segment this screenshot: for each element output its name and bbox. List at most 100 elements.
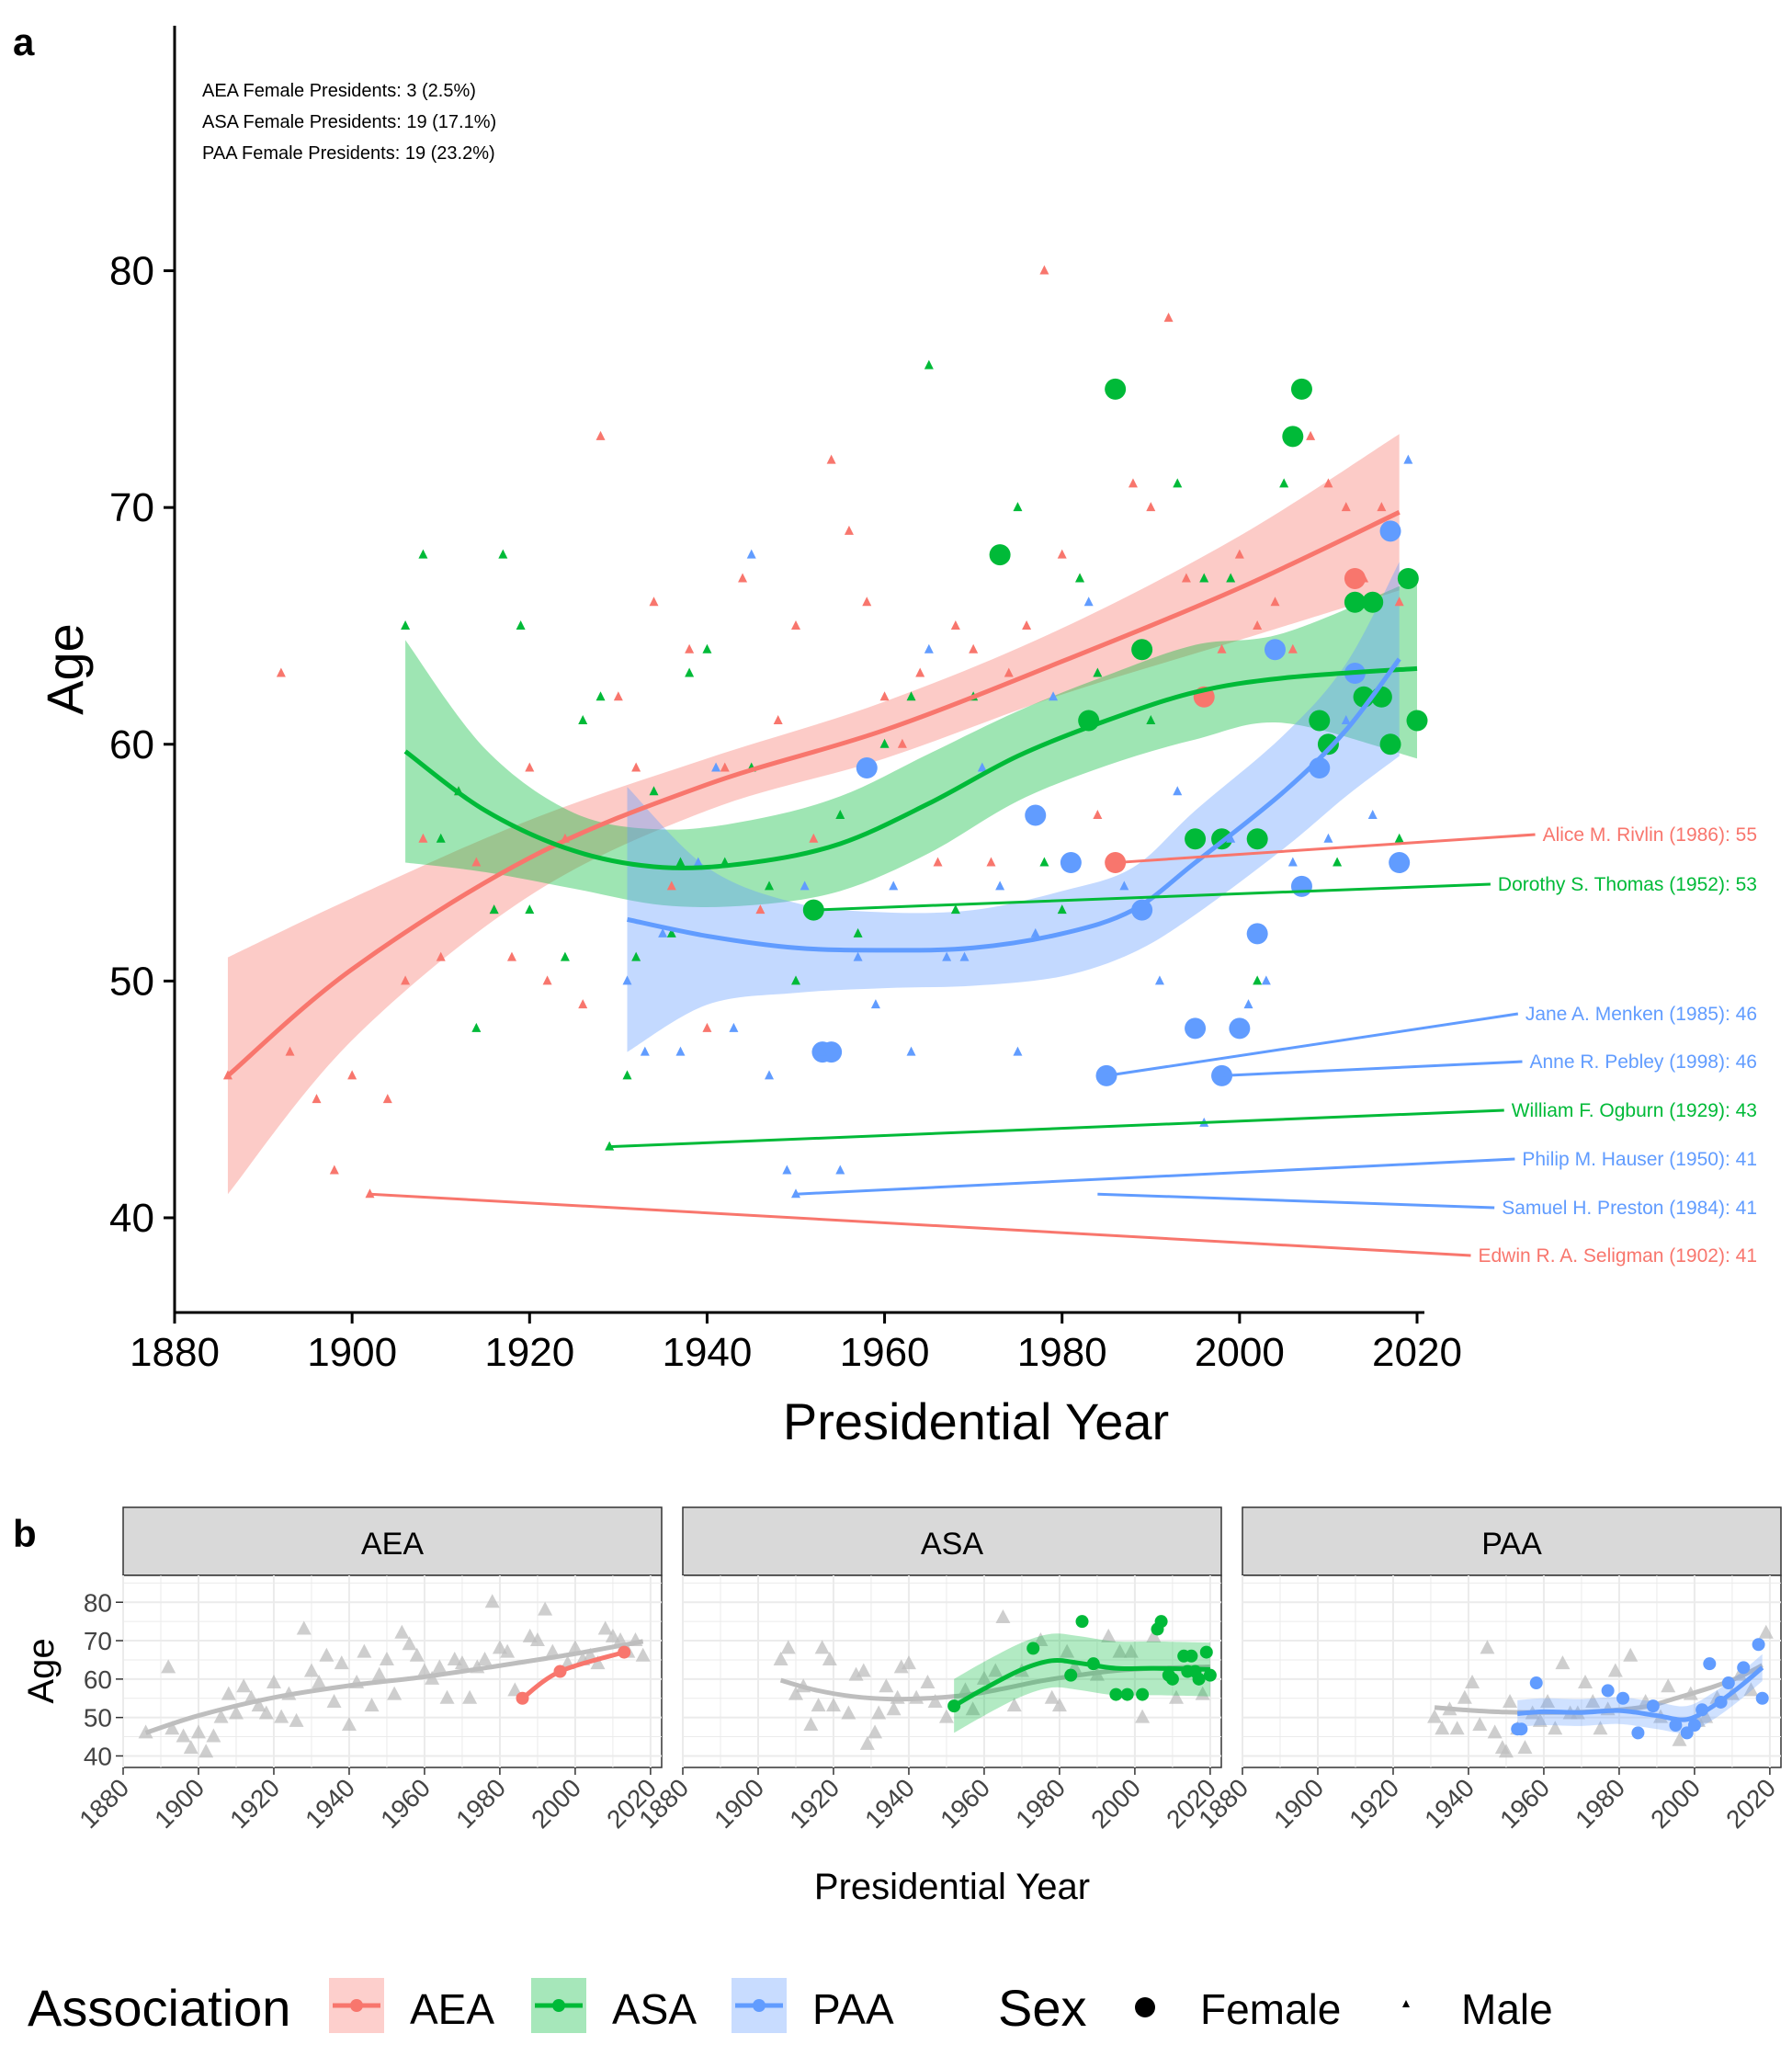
grey-male-point: [409, 1647, 425, 1662]
female-point-paa: [1131, 899, 1153, 921]
grey-male-point: [454, 1655, 470, 1670]
facet-grid-aea: [122, 1575, 662, 1767]
callout-label: Samuel H. Preston (1984): 41: [1502, 1198, 1757, 1219]
facet-female-point-paa: [1669, 1719, 1683, 1733]
male-point-asa: [1013, 502, 1023, 512]
grey-male-point: [859, 1735, 875, 1750]
grey-male-point: [879, 1678, 894, 1693]
grey-male-point: [976, 1670, 992, 1685]
grey-male-point: [1698, 1709, 1714, 1723]
grey-male-point: [274, 1709, 289, 1723]
male-point-paa: [995, 881, 1005, 891]
male-point-asa: [835, 810, 845, 820]
male-point-asa: [418, 549, 428, 559]
grey-male-point: [635, 1647, 651, 1662]
male-point-aea: [986, 857, 996, 867]
grey-male-point: [206, 1728, 221, 1743]
grey-male-point: [1585, 1693, 1601, 1708]
grey-male-point: [364, 1698, 380, 1712]
male-point-aea: [613, 691, 623, 701]
x-axis-ticks: 1880 1900 1920 1940 1960 1980 2000 2020: [130, 1312, 1462, 1375]
y-axis-title: Age: [36, 623, 94, 715]
male-point-aea: [595, 430, 606, 440]
grey-male-point: [379, 1651, 394, 1665]
grey-male-point: [1548, 1721, 1563, 1735]
male-point-asa: [401, 619, 411, 630]
grey-male-point: [258, 1705, 274, 1720]
male-point-paa: [906, 1046, 916, 1056]
facet-female-point-paa: [1721, 1676, 1735, 1690]
male-point-paa: [1323, 833, 1333, 843]
facet-xticks-asa: 1880 1900 1920 1940 1960 1980 2000 2020: [633, 1767, 1221, 1834]
male-point-asa: [649, 786, 659, 796]
grey-male-point: [605, 1628, 620, 1642]
y-tick-label: 80: [109, 249, 154, 294]
grey-male-point: [1123, 1643, 1139, 1658]
grey-male-point: [590, 1655, 606, 1670]
male-point-aea: [1359, 573, 1369, 583]
grey-male-point: [1623, 1647, 1639, 1662]
male-point-asa: [666, 927, 676, 937]
facet-female-point-aea: [516, 1691, 529, 1705]
annotation-asa-female: ASA Female Presidents: 19 (17.1%): [202, 112, 496, 132]
grey-male-point: [213, 1709, 229, 1723]
grey-male-point: [492, 1640, 507, 1654]
grey-male-point: [856, 1663, 871, 1677]
male-point-asa: [879, 738, 890, 748]
male-point-paa: [1287, 857, 1298, 867]
male-point-aea: [401, 975, 411, 985]
grey-male-point: [1101, 1628, 1117, 1642]
facet-female-point-asa: [1120, 1687, 1134, 1701]
male-point-paa: [889, 881, 899, 891]
male-point-aea: [755, 904, 766, 915]
male-point-paa: [693, 857, 703, 867]
facet-x-tick-label: 1960: [935, 1773, 995, 1834]
x-tick-label: 1900: [307, 1330, 397, 1375]
grey-male-point: [1457, 1689, 1472, 1704]
female-point-asa: [1317, 733, 1339, 756]
male-point-aea: [1128, 478, 1138, 488]
female-point-asa: [1379, 733, 1401, 756]
facet-smooth-line-paa: [1517, 1665, 1764, 1722]
grey-male-point: [1033, 1632, 1049, 1647]
grey-male-point: [1743, 1682, 1759, 1697]
grey-male-point: [402, 1636, 417, 1651]
male-point-aea: [1146, 502, 1156, 512]
legend-label-male: Male: [1461, 1985, 1553, 2033]
facet-y-tick-label: 60: [84, 1665, 112, 1694]
facet-x-tick-label: 1980: [1570, 1773, 1630, 1834]
panel-b: b AEA 1880 1900 1920 1940 1960 1980 2000 2020 A…: [13, 1506, 1782, 1907]
x-tick-label: 1880: [130, 1330, 220, 1375]
facet-x-tick-label: 1900: [709, 1773, 769, 1834]
male-point-aea: [382, 1094, 392, 1104]
facet-female-point-paa: [1616, 1691, 1630, 1705]
male-point-asa: [525, 904, 535, 915]
x-tick-label: 1920: [484, 1330, 574, 1375]
male-point-paa: [835, 1165, 845, 1175]
facet-female-point-asa: [1136, 1687, 1150, 1701]
male-point-aea: [631, 762, 641, 772]
ribbon-paa: [627, 562, 1400, 1052]
grey-male-point: [477, 1651, 493, 1665]
facet-female-point-paa: [1755, 1691, 1769, 1705]
male-point-aea: [1181, 573, 1191, 583]
male-point-paa: [640, 1046, 650, 1056]
male-point-aea: [950, 619, 960, 630]
facet-paa: PAA 1880 1900 1920 1940 1960 1980 2000 2020: [1193, 1506, 1782, 1834]
facet-female-point-paa: [1703, 1657, 1717, 1671]
legend-label-asa: ASA: [612, 1985, 697, 2033]
male-point-asa: [1039, 857, 1049, 867]
male-point-paa: [658, 927, 668, 937]
facet-female-point-paa: [1714, 1695, 1728, 1709]
facet-x-tick-label: 1920: [784, 1773, 845, 1834]
male-point-aea: [1004, 667, 1014, 677]
male-point-asa: [1279, 478, 1289, 488]
male-point-aea: [1253, 619, 1263, 630]
grey-male-point: [190, 1724, 206, 1739]
grey-male-point: [814, 1640, 830, 1654]
facet-female-point-paa: [1631, 1726, 1645, 1740]
male-point-asa: [622, 1070, 632, 1080]
grey-male-point: [1555, 1655, 1571, 1670]
male-point-aea: [1323, 478, 1333, 488]
facet-x-tick-label: 1980: [1010, 1773, 1071, 1834]
